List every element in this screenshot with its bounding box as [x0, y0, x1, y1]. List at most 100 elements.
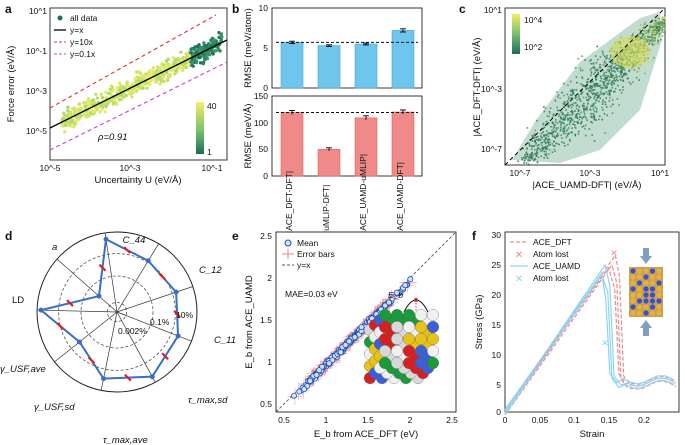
c-density-cell: [583, 105, 585, 107]
f-inset-atom: [636, 310, 643, 316]
c-density-cell: [538, 138, 540, 140]
panel-f-legend: ACE_DFT ✕ Atom lost ACE_UAMD ✕ Atom lost: [510, 237, 580, 285]
c-density-cell: [534, 129, 537, 132]
c-density-cell: [649, 34, 651, 37]
c-density-cell: [619, 78, 622, 80]
a-point: [68, 111, 72, 116]
c-density-cell: [604, 80, 606, 83]
a-point: [125, 81, 129, 86]
f-ylabel: Stress (GPa): [474, 295, 485, 350]
c-density-cell: [598, 118, 600, 121]
f-xtick-1: 0.05: [532, 415, 549, 425]
radar-error-marker: [161, 352, 169, 361]
f-curve-aceuamd-3: [504, 271, 673, 410]
e-inset-atom: [415, 333, 427, 345]
c-density-cell: [595, 111, 598, 113]
axis-label-tau-sd: τ_max,sd: [188, 395, 228, 406]
panel-b-bottom-axes: [271, 95, 423, 177]
c-density-cell: [620, 68, 622, 70]
c-density-cell: [601, 101, 604, 103]
c-density-cell: [537, 135, 539, 138]
c-density-cell: [583, 113, 586, 115]
c-density-cell: [544, 148, 547, 151]
c-density-cell: [535, 151, 538, 153]
c-density-cell: [580, 93, 582, 95]
c-density-cell: [608, 100, 611, 102]
c-density-cell: [536, 144, 539, 147]
a-point: [73, 121, 78, 126]
c-density-cell: [566, 100, 569, 102]
a-point: [138, 71, 143, 76]
f-inset-atom: [656, 286, 662, 292]
c-density-cell: [562, 102, 565, 105]
c-density-cell: [546, 115, 549, 117]
c-density-cell: [521, 156, 523, 159]
c-density-cell: [556, 142, 559, 145]
a-point: [135, 80, 140, 85]
c-density-cell: [545, 134, 548, 136]
a-point: [171, 56, 175, 60]
c-density-cell: [570, 131, 572, 133]
c-density-cell: [587, 87, 590, 90]
c-density-cell: [575, 114, 577, 116]
c-density-cell: [611, 70, 613, 72]
e-inset-atom: [379, 345, 391, 357]
c-density-cell: [590, 62, 593, 65]
c-density-cell: [574, 133, 576, 136]
c-density-cell: [627, 77, 630, 80]
c-density-cell: [559, 130, 562, 132]
c-density-cell: [585, 96, 587, 99]
c-density-cell: [540, 150, 542, 153]
c-density-cell: [577, 112, 579, 115]
f-legend-atomlost-2: Atom lost: [533, 273, 569, 283]
c-density-cell: [614, 87, 617, 90]
c-density-cell: [604, 77, 607, 80]
c-density-cell: [608, 91, 611, 93]
c-density-cell: [579, 116, 581, 118]
f-xtick-2: 0.1: [568, 415, 580, 425]
c-density-cell: [563, 119, 565, 121]
c-density-cell: [531, 158, 533, 160]
c-density-cell: [650, 26, 652, 28]
a-point: [197, 48, 202, 53]
legend-all-data: all data: [70, 13, 98, 23]
c-density-cell: [564, 114, 566, 117]
c-density-cell: [621, 69, 623, 71]
c-density-cell: [550, 125, 552, 128]
c-xlabel: |ACE_UAMD-DFT| (eV/Å): [533, 180, 642, 191]
radar-vertex: [103, 236, 109, 242]
c-density-cell: [570, 117, 572, 119]
c-density-cell: [545, 151, 547, 153]
a-point: [92, 109, 96, 114]
a-point: [114, 101, 118, 105]
c-density-cell: [540, 132, 543, 135]
c-density-cell: [596, 85, 598, 87]
c-density-cell: [549, 144, 551, 146]
c-density-cell: [641, 35, 643, 38]
c-density-cell: [639, 33, 641, 35]
c-density-cell: [663, 17, 666, 19]
f-inset-atom: [643, 310, 649, 316]
c-density-cell: [567, 112, 569, 114]
c-density-cell: [584, 115, 586, 118]
c-density-cell: [659, 21, 662, 24]
c-density-cell: [590, 59, 592, 61]
c-density-cell: [612, 62, 614, 65]
f-inset-atom: [649, 310, 656, 316]
b-bottom-bar: [280, 112, 304, 177]
b-bot-ytick-2: 50: [259, 144, 269, 154]
c-density-cell: [652, 44, 654, 46]
c-density-cell: [613, 70, 615, 72]
c-density-cell: [664, 15, 666, 17]
axis-label-c44: C_44: [123, 235, 146, 246]
c-density-cell: [569, 114, 571, 116]
c-density-cell: [630, 35, 633, 37]
c-density-cell: [638, 79, 640, 81]
a-ytick-3: 10^-5: [26, 126, 47, 136]
c-density-cell: [546, 157, 549, 159]
c-density-cell: [650, 28, 652, 31]
c-density-cell: [616, 64, 618, 66]
c-density-cell: [526, 127, 529, 129]
c-density-cell: [616, 67, 619, 69]
panel-b-bars: [276, 28, 418, 177]
